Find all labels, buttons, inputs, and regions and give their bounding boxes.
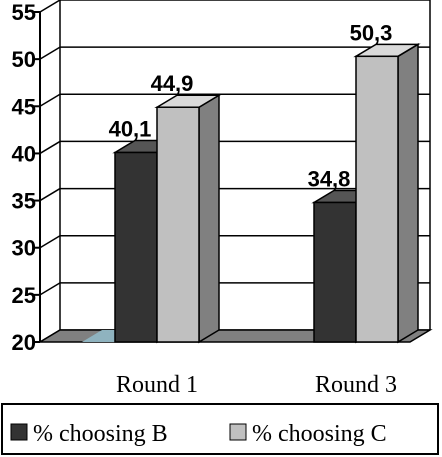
x-category-label-1: Round 3 <box>315 372 397 398</box>
side-gridline-3 <box>39 187 61 202</box>
y-tick-label-1: 25 <box>12 283 36 308</box>
side-gridline-6 <box>39 46 61 60</box>
side-gridline-2 <box>39 235 61 249</box>
side-gridline-7 <box>39 0 61 13</box>
legend-box <box>1 403 439 455</box>
legend-label-b: % choosing B <box>33 421 168 447</box>
bar-b-round-1-value-label: 40,1 <box>109 116 152 141</box>
bar-b-round-3-value-label: 34,8 <box>308 166 351 191</box>
bar-c-round-1-side <box>198 93 220 344</box>
bar-b-round-1 <box>114 151 158 343</box>
y-tick-label-5: 45 <box>12 94 36 119</box>
x-category-label-0: Round 1 <box>116 372 198 398</box>
legend-swatch-b <box>10 423 28 441</box>
legend-label-c: % choosing C <box>252 421 387 447</box>
bar-c-round-3 <box>355 55 399 343</box>
y-tick-label-7: 55 <box>12 0 36 25</box>
bar-c-round-1 <box>156 106 200 343</box>
side-gridline-1 <box>39 282 61 296</box>
side-gridline-5 <box>39 93 61 107</box>
bar-b-round-3 <box>313 201 357 343</box>
y-tick-label-2: 30 <box>12 236 36 261</box>
y-tick-label-3: 35 <box>12 189 36 214</box>
bar-c-round-1-value-label: 44,9 <box>151 71 194 96</box>
legend-swatch-c <box>229 423 247 441</box>
bar-c-round-3-side <box>397 42 419 344</box>
side-gridline-4 <box>39 140 61 155</box>
bar-c-round-3-value-label: 50,3 <box>350 20 393 45</box>
y-tick-label-6: 50 <box>12 47 36 72</box>
y-tick-label-4: 40 <box>12 141 36 166</box>
y-tick-label-0: 20 <box>12 330 36 355</box>
